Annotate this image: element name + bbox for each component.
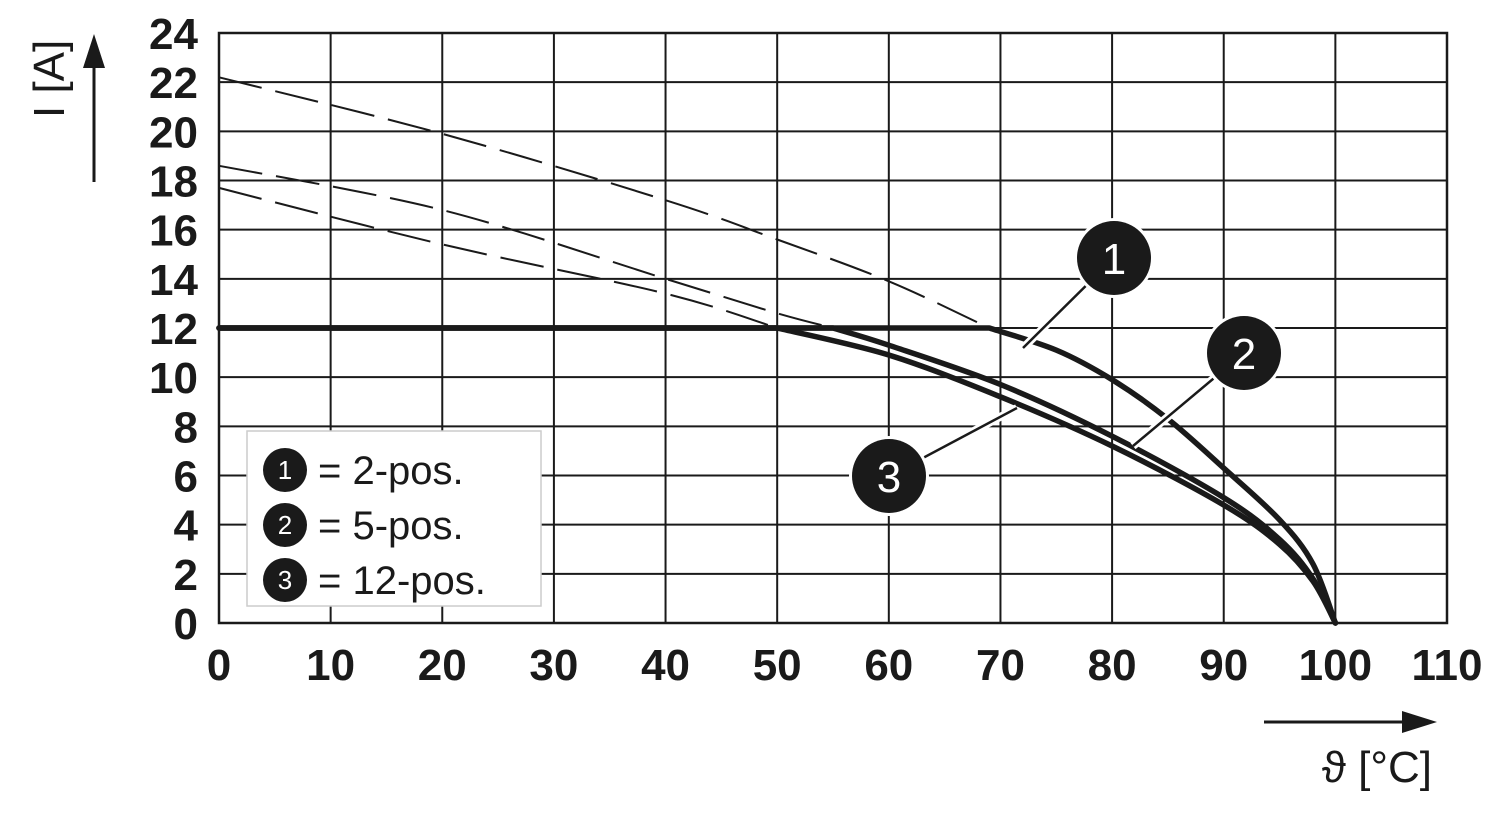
callout-marker-2 — [1207, 316, 1281, 390]
x-tick-label-10: 10 — [306, 641, 355, 690]
y-tick-label-4: 4 — [174, 502, 199, 551]
x-axis-label: ϑ [°C] — [1322, 743, 1432, 792]
y-tick-label-22: 22 — [149, 59, 198, 108]
dashed-extension-2 — [218, 164, 834, 329]
legend-marker-3 — [263, 558, 307, 602]
y-tick-label-10: 10 — [149, 354, 198, 403]
callout-marker-1 — [1077, 221, 1151, 295]
y-axis-label: I [A] — [25, 40, 74, 118]
x-tick-label-110: 110 — [1412, 641, 1483, 690]
y-tick-label-12: 12 — [149, 305, 198, 354]
dashed-extension-1 — [218, 76, 990, 329]
y-tick-label-14: 14 — [149, 256, 198, 305]
x-tick-label-70: 70 — [976, 641, 1025, 690]
dashed-extensions — [218, 76, 990, 329]
derating-curve-3 — [216, 325, 1339, 626]
x-tick-label-50: 50 — [753, 641, 802, 690]
derating-curve-1 — [216, 325, 1339, 626]
legend: 1 = 2-pos. 2 = 5-pos. 3 = 12-pos. — [246, 430, 542, 607]
callout-markers: 1 2 3 — [849, 218, 1284, 516]
callout-marker-label-1: 1 — [1102, 235, 1126, 284]
x-tick-label-0: 0 — [207, 641, 231, 690]
x-tick-label-30: 30 — [529, 641, 578, 690]
legend-label-3: = 12-pos. — [318, 559, 486, 603]
x-tick-label-80: 80 — [1088, 641, 1137, 690]
x-tick-label-100: 100 — [1299, 641, 1372, 690]
y-tick-label-18: 18 — [149, 158, 198, 207]
y-axis-arrow-icon — [83, 34, 105, 68]
legend-marker-2 — [263, 503, 307, 547]
callout-marker-label-2: 2 — [1232, 330, 1256, 379]
y-tick-label-0: 0 — [174, 600, 198, 649]
y-tick-label-8: 8 — [174, 403, 198, 452]
x-axis-title: ϑ [°C] — [1264, 711, 1437, 792]
y-tick-label-2: 2 — [174, 551, 198, 600]
x-axis-arrow-icon — [1402, 711, 1437, 733]
legend-label-1: = 2-pos. — [318, 449, 464, 493]
legend-marker-label-3: 3 — [278, 565, 292, 595]
plot-frame — [217, 31, 1449, 625]
callout-marker-3 — [852, 439, 926, 513]
callout-marker-label-3: 3 — [877, 453, 901, 502]
y-axis-title: I [A] — [25, 34, 105, 182]
x-tick-labels: 0 10 20 30 40 50 60 70 80 90 100 110 — [207, 641, 1483, 690]
x-tick-label-40: 40 — [641, 641, 690, 690]
derating-curves — [216, 325, 1339, 626]
x-tick-label-90: 90 — [1199, 641, 1248, 690]
y-tick-label-20: 20 — [149, 108, 198, 157]
legend-label-2: = 5-pos. — [318, 504, 464, 548]
y-tick-label-6: 6 — [174, 453, 198, 502]
legend-marker-label-1: 1 — [278, 455, 292, 485]
dashed-extension-3 — [218, 186, 778, 329]
y-tick-label-16: 16 — [149, 207, 198, 256]
y-tick-label-24: 24 — [149, 10, 198, 59]
x-tick-label-20: 20 — [418, 641, 467, 690]
x-tick-label-60: 60 — [864, 641, 913, 690]
legend-marker-label-2: 2 — [278, 510, 292, 540]
legend-marker-1 — [263, 448, 307, 492]
